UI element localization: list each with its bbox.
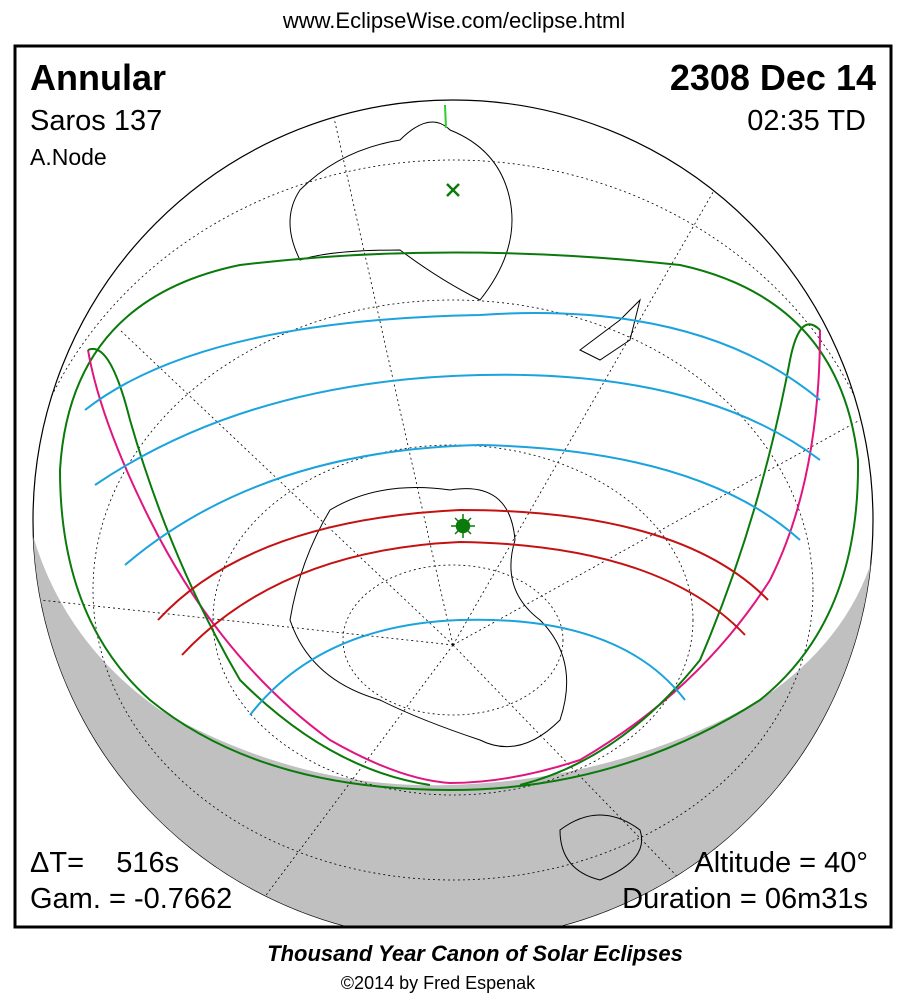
url: www.EclipseWise.com/eclipse.html: [282, 8, 625, 33]
frame: [13, 44, 893, 929]
node: A.Node: [30, 144, 107, 170]
delta-t: ΔT= 516s: [30, 847, 179, 879]
duration: Duration = 06m31s: [622, 883, 868, 915]
eclipse-paths: [58, 104, 860, 792]
graticule: [33, 100, 873, 927]
credit: ©2014 by Fred Espenak: [341, 973, 536, 993]
time: 02:35 TD: [747, 105, 866, 137]
footer-title: Thousand Year Canon of Solar Eclipses: [267, 941, 683, 966]
date: 2308 Dec 14: [670, 57, 876, 98]
altitude: Altitude = 40°: [694, 847, 868, 879]
eclipse-type: Annular: [30, 57, 166, 98]
saros: Saros 137: [30, 105, 162, 137]
coastlines: [289, 121, 642, 881]
markers: [446, 183, 475, 538]
gamma: Gam. = -0.7662: [30, 883, 232, 915]
